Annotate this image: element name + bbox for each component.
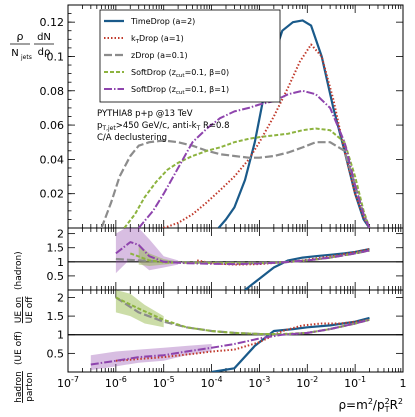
legend: TimeDrop (a=2) kTDrop (a=1) zDrop (a=0.1… <box>99 9 281 103</box>
main-ytick-label: 0.08 <box>40 85 65 98</box>
ratio-ue-band-sd1 <box>115 228 179 274</box>
legend-label-sd0: SoftDrop (zcut=0.1, β=0) <box>131 68 229 79</box>
ratio-ue-num: UE on <box>14 297 24 323</box>
ratio-np-frame <box>67 289 404 373</box>
xtick-label: 10-4 <box>201 375 223 390</box>
main-ylabel: ρ N jets dN dρ <box>10 30 54 61</box>
ratio-np-series-sd1 <box>90 318 370 366</box>
xtick-label: 10-6 <box>105 375 127 390</box>
ratio-ue-suffix: (hadron) <box>14 251 24 290</box>
main-series-time <box>217 19 371 228</box>
ratio-np-den: parton <box>25 372 35 402</box>
main-ytick-label: 0.12 <box>40 16 65 29</box>
annotation-generator: PYTHIA8 p+p @13 TeV <box>97 109 193 119</box>
xtick-label: 10-2 <box>296 375 318 390</box>
legend-label-sd1: SoftDrop (zcut=0.1, β=1) <box>131 85 229 96</box>
annotations: PYTHIA8 p+p @13 TeV pT,jet>450 GeV/c, an… <box>97 109 230 143</box>
main-series-sd0 <box>123 127 371 228</box>
main-ytick-label: 0.06 <box>40 119 65 132</box>
ylabel-drho: dρ <box>38 47 51 58</box>
main-ytick-label: 0.1 <box>47 50 65 63</box>
ratio-ue-ytick-label: 0.5 <box>47 270 65 283</box>
ratio-ue-series-sd1 <box>115 241 370 266</box>
xtick-label: 10-1 <box>344 375 366 390</box>
annotation-cuts: pT,jet>450 GeV/c, anti-kT R=0.8 <box>97 121 230 132</box>
ylabel-jets-sub: jets <box>20 54 32 61</box>
ratio-np-num: hadron <box>14 371 24 403</box>
ratio-ue-series-time <box>244 248 370 290</box>
main-series-sd1 <box>137 89 371 228</box>
annotation-declustering: C/A declustering <box>97 133 167 143</box>
ylabel-rho: ρ <box>17 30 24 43</box>
xlabel: ρ=m2/p2 TR2 <box>338 397 403 414</box>
ylabel-dn: dN <box>37 32 51 43</box>
ratio-np-ylabel: hadron parton (UE off) <box>14 331 35 403</box>
ratio-ue-ytick-label: 1.5 <box>47 242 65 255</box>
legend-label-time: TimeDrop (a=2) <box>130 17 195 26</box>
ratio-np-ytick-label: 1 <box>57 329 64 342</box>
ratio-np-ytick-label: 0.5 <box>47 347 65 360</box>
ratio-ue-den: UE off <box>25 296 35 324</box>
legend-label-kt: kTDrop (a=1) <box>131 34 184 45</box>
xtick-label: 10-7 <box>57 375 79 390</box>
legend-box <box>99 9 281 103</box>
xtick-label: 1 <box>400 377 407 390</box>
xtick-label: 10-3 <box>248 375 270 390</box>
ratio-np-suffix: (UE off) <box>14 331 24 365</box>
ylabel-njets: N <box>11 48 18 59</box>
xtick-label: 10-5 <box>153 375 175 390</box>
ratio-ue-ylabel: UE on UE off (hadron) <box>14 251 35 323</box>
main-ytick-label: 0.02 <box>40 188 65 201</box>
ratio-ue-ytick-label: 1 <box>57 256 64 269</box>
legend-label-z: zDrop (a=0.1) <box>131 51 188 60</box>
ratio-np-ytick-label: 2 <box>57 291 64 304</box>
main-ytick-label: 0.04 <box>40 153 65 166</box>
ratio-ue-ytick-label: 2 <box>57 228 64 241</box>
main-series-z <box>100 139 371 228</box>
ratio-np-ytick-label: 1.5 <box>47 310 65 323</box>
